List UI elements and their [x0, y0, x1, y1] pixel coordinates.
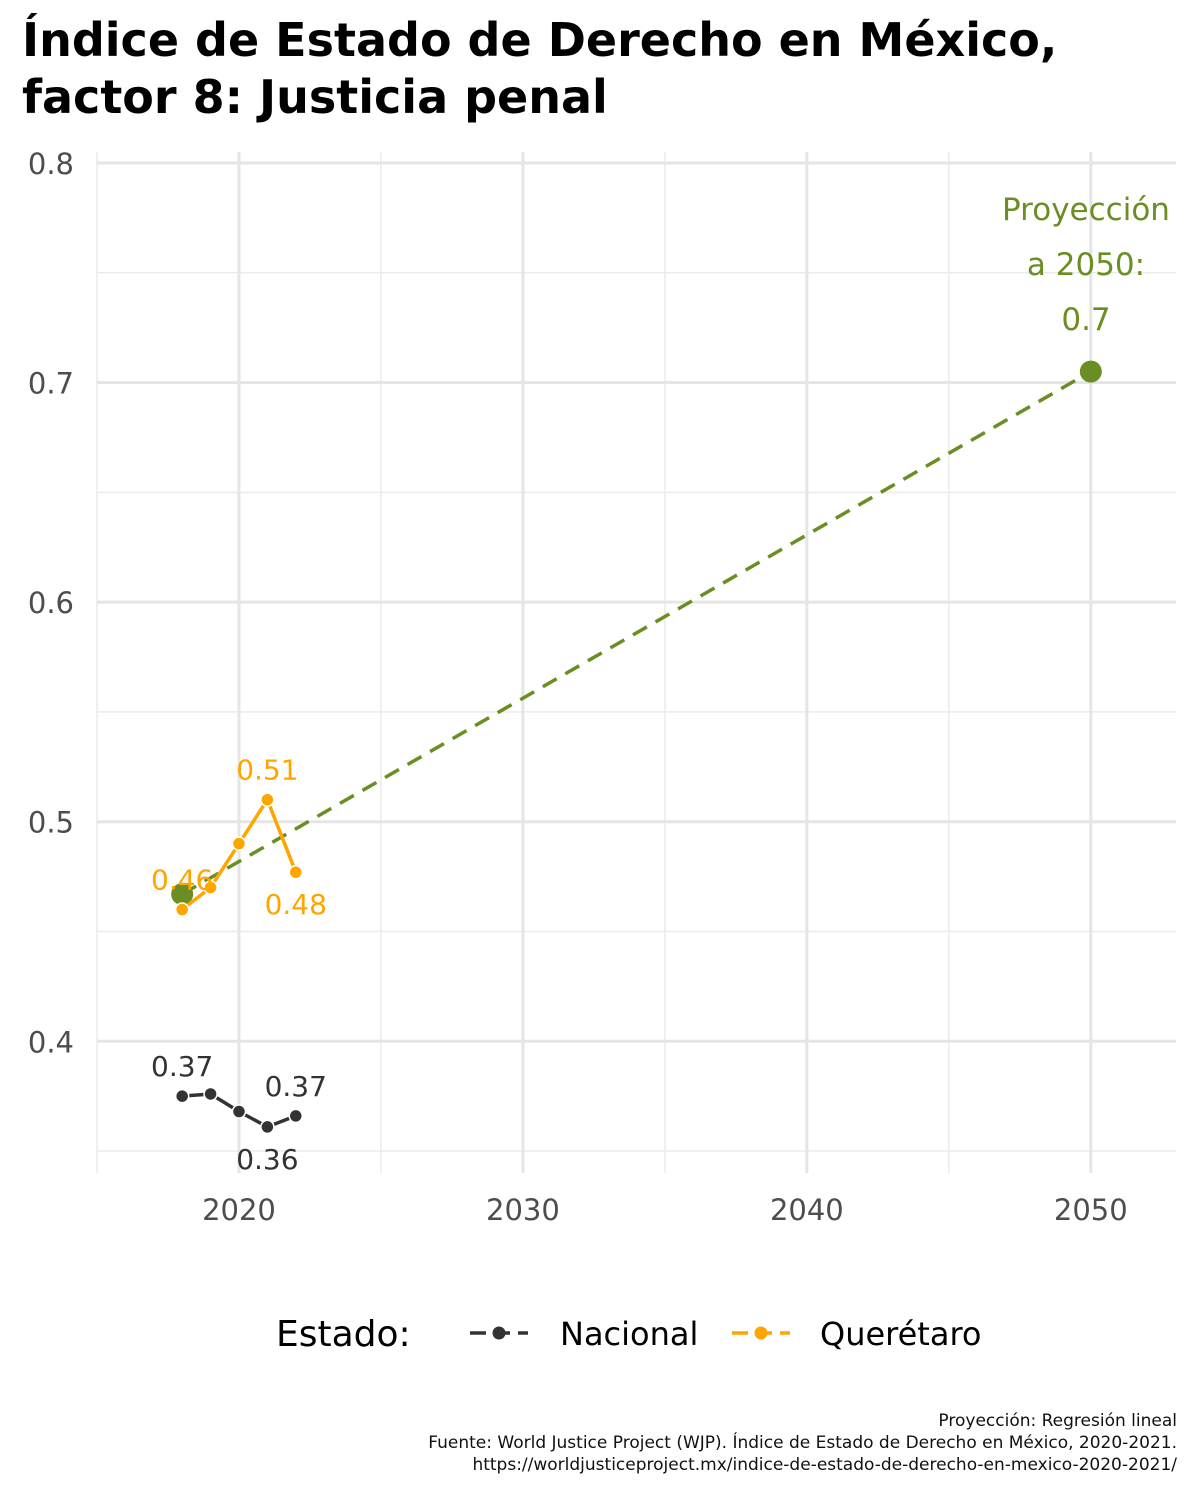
projection-line	[181, 370, 1092, 896]
caption-line: https://worldjusticeproject.mx/indice-de…	[472, 1455, 1177, 1475]
data-point	[231, 1104, 247, 1119]
chart-caption: Proyección: Regresión lineal Fuente: Wor…	[428, 1410, 1177, 1476]
legend-label: Querétaro	[820, 1315, 981, 1353]
projection-annotation: 0.7	[1061, 302, 1110, 338]
legend-key-point	[754, 1326, 768, 1340]
x-tick-label: 2040	[770, 1193, 844, 1227]
data-point	[174, 1088, 190, 1104]
y-tick-label: 0.8	[28, 147, 74, 181]
data-point	[231, 836, 247, 851]
caption-line: Proyección: Regresión lineal	[938, 1411, 1177, 1431]
data-point	[174, 902, 190, 917]
projection-annotation: a 2050:	[1027, 247, 1145, 283]
data-point	[203, 1086, 218, 1102]
data-point	[260, 1119, 275, 1135]
x-tick-label: 2030	[486, 1193, 560, 1227]
data-label: 0.48	[265, 888, 327, 921]
projection-point	[171, 883, 194, 906]
data-label: 0.37	[265, 1070, 327, 1103]
caption-line: Fuente: World Justice Project (WJP). Índ…	[428, 1433, 1177, 1453]
legend-key-point	[492, 1326, 506, 1340]
data-point	[288, 1108, 304, 1124]
chart-title-line: factor 8: Justicia penal	[22, 70, 608, 124]
data-label: 0.46	[151, 864, 213, 897]
projection-point	[1079, 360, 1102, 383]
legend-title: Estado:	[276, 1314, 411, 1355]
data-point	[260, 792, 275, 807]
data-point	[203, 880, 218, 895]
x-tick-label: 2020	[202, 1193, 276, 1227]
y-tick-label: 0.7	[28, 367, 74, 401]
chart-title: Índice de Estado de Derecho en México, f…	[22, 12, 1182, 126]
data-label: 0.36	[236, 1143, 298, 1176]
y-tick-label: 0.4	[28, 1025, 74, 1059]
data-point	[288, 864, 304, 880]
data-label: 0.37	[151, 1050, 213, 1083]
data-label: 0.51	[236, 754, 298, 787]
chart-title-line: Índice de Estado de Derecho en México,	[22, 13, 1058, 67]
y-tick-label: 0.5	[28, 806, 74, 840]
y-tick-label: 0.6	[28, 586, 74, 620]
projection-annotation: Proyección	[1002, 192, 1170, 228]
x-tick-label: 2050	[1054, 1193, 1128, 1227]
legend-label: Nacional	[560, 1315, 698, 1353]
